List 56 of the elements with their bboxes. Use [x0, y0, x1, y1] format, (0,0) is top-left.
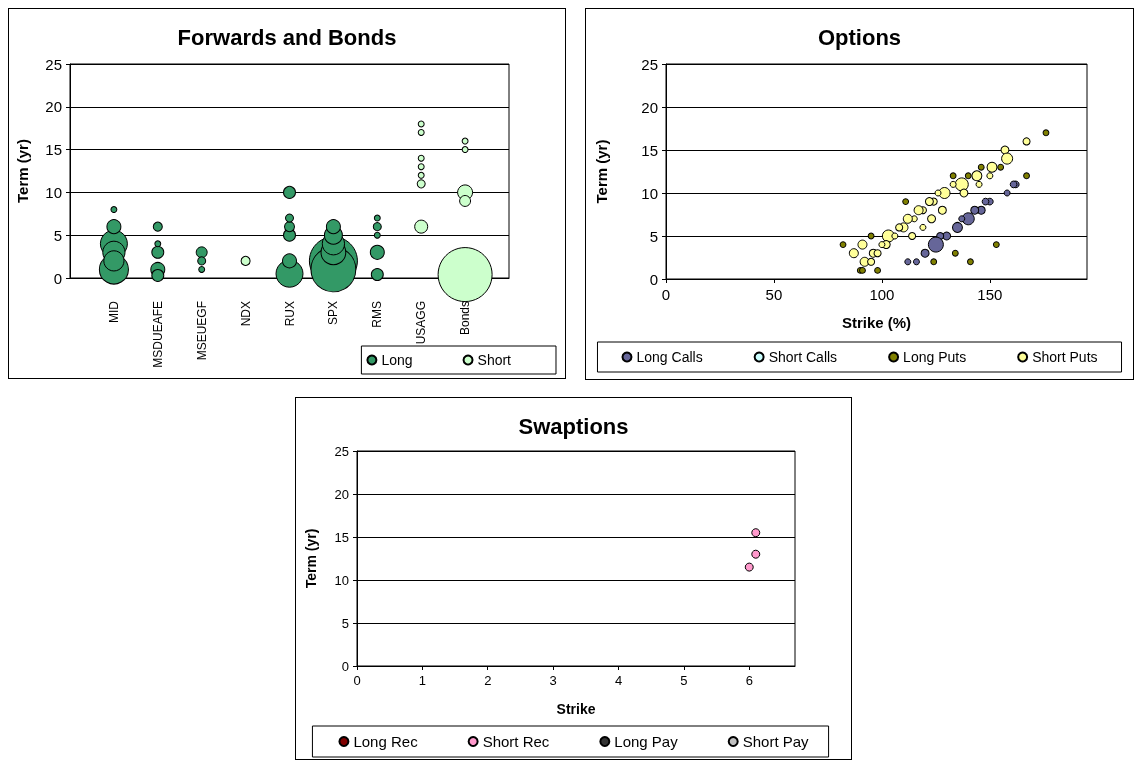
legend-label: Long Pay	[614, 733, 679, 750]
y-tick-label: 5	[649, 227, 658, 245]
x-tick-label: NDX	[238, 301, 253, 327]
x-tick-label: 150	[977, 286, 1003, 303]
x-axis-title: Strike	[556, 701, 596, 717]
x-tick-label: USAGG	[414, 301, 429, 345]
y-tick-label: 25	[45, 55, 62, 73]
y-axis-title: Term (yr)	[14, 139, 31, 203]
legend-label: Short Rec	[482, 733, 550, 750]
y-tick-label: 15	[334, 529, 349, 545]
x-tick-label: 4	[614, 673, 623, 688]
x-tick-label: 1	[418, 673, 426, 688]
x-tick-label: RMS	[370, 301, 385, 328]
y-axis-title: Term (yr)	[303, 528, 319, 589]
y-tick-label: 5	[341, 615, 349, 631]
y-tick-label: 0	[53, 269, 62, 287]
chart-title: Swaptions	[518, 413, 629, 439]
x-tick-label: MSDUEAFE	[150, 301, 165, 368]
x-tick-label: 2	[484, 673, 492, 688]
y-tick-label: 5	[53, 226, 62, 244]
x-tick-label: MSEUEGF	[194, 301, 209, 361]
x-tick-label: 3	[549, 673, 557, 688]
y-axis-title: Term (yr)	[593, 139, 610, 204]
y-tick-label: 10	[45, 183, 62, 201]
x-tick-label: 0	[353, 673, 361, 688]
chart-title: Options	[817, 24, 902, 50]
y-tick-label: 15	[45, 141, 62, 159]
y-tick-label: 10	[334, 572, 349, 588]
x-tick-label: 5	[680, 673, 688, 688]
y-tick-label: 25	[641, 55, 658, 73]
y-tick-label: 0	[649, 270, 658, 288]
y-tick-label: 20	[641, 98, 658, 116]
y-tick-label: 20	[334, 486, 349, 502]
y-tick-label: 20	[45, 98, 62, 116]
y-tick-label: 25	[334, 443, 349, 459]
legend-label: Short	[477, 352, 512, 368]
y-tick-label: 10	[641, 184, 658, 202]
chart-title: Forwards and Bonds	[177, 24, 397, 50]
legend-label: Short Puts	[1032, 349, 1098, 365]
x-tick-label: SPX	[326, 301, 341, 326]
x-tick-label: 0	[661, 286, 671, 303]
x-tick-label: 100	[869, 286, 895, 303]
y-tick-label: 15	[641, 141, 658, 159]
legend-label: Long	[381, 352, 413, 368]
x-tick-label: 6	[745, 673, 753, 688]
x-axis-title: Strike (%)	[841, 314, 912, 331]
legend-label: Long Puts	[903, 349, 967, 365]
legend-label: Long Calls	[636, 349, 703, 365]
y-tick-label: 0	[341, 658, 349, 674]
x-tick-label: MID	[106, 300, 121, 323]
legend-label: Long Rec	[353, 733, 419, 750]
legend-label: Short Pay	[742, 733, 810, 750]
x-tick-label: 50	[765, 286, 783, 303]
x-tick-label: RUX	[282, 301, 297, 327]
legend-label: Short Calls	[768, 349, 838, 365]
x-tick-label: Bonds	[458, 301, 473, 336]
